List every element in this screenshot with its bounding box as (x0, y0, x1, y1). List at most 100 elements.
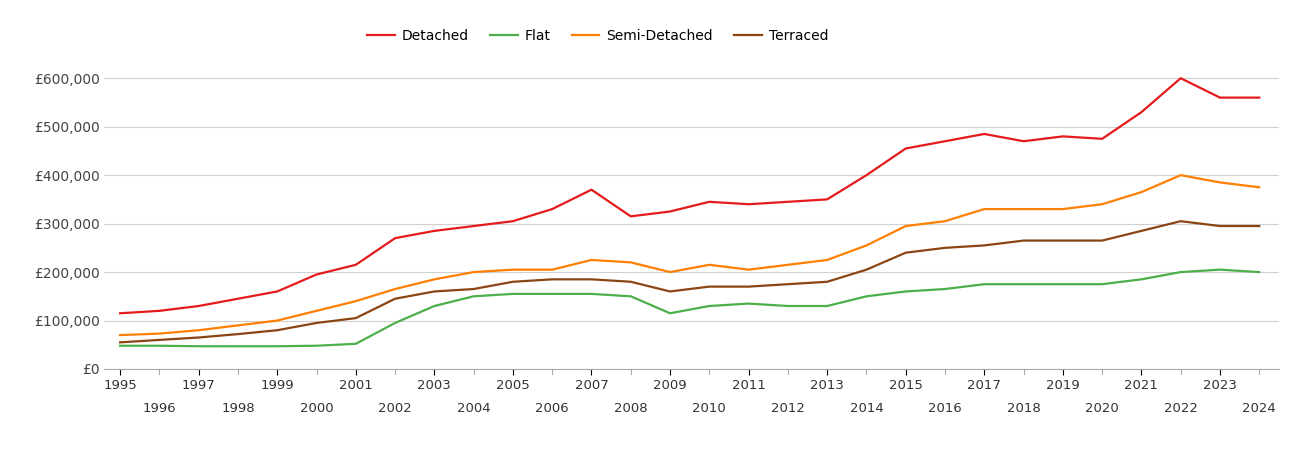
Semi-Detached (151, 331, 167, 336)
Text: 2016: 2016 (928, 402, 962, 415)
Line: Flat: Flat (120, 270, 1259, 346)
Detached (230, 296, 245, 302)
Detached (780, 199, 796, 204)
Detached (583, 187, 599, 193)
Detached (898, 146, 913, 151)
Terraced (269, 328, 284, 333)
Text: 2000: 2000 (300, 402, 333, 415)
Terraced (583, 277, 599, 282)
Detached (702, 199, 718, 204)
Flat (388, 320, 403, 326)
Semi-Detached (1015, 207, 1031, 212)
Terraced (622, 279, 638, 284)
Line: Terraced: Terraced (120, 221, 1259, 342)
Text: 2024: 2024 (1242, 402, 1276, 415)
Flat (820, 303, 835, 309)
Terraced (1251, 223, 1267, 229)
Terraced (1015, 238, 1031, 243)
Semi-Detached (662, 270, 677, 275)
Terraced (1134, 228, 1150, 234)
Flat (505, 291, 521, 297)
Text: 2018: 2018 (1006, 402, 1040, 415)
Semi-Detached (898, 223, 913, 229)
Terraced (505, 279, 521, 284)
Flat (466, 293, 482, 299)
Detached (466, 223, 482, 229)
Terraced (112, 340, 128, 345)
Detached (388, 235, 403, 241)
Detached (859, 172, 874, 178)
Semi-Detached (1212, 180, 1228, 185)
Terraced (702, 284, 718, 289)
Detached (820, 197, 835, 202)
Detached (1054, 134, 1070, 139)
Semi-Detached (309, 308, 325, 314)
Text: 2002: 2002 (378, 402, 412, 415)
Terraced (1095, 238, 1111, 243)
Flat (583, 291, 599, 297)
Detached (662, 209, 677, 214)
Detached (348, 262, 364, 267)
Flat (937, 286, 953, 292)
Flat (1015, 282, 1031, 287)
Flat (622, 293, 638, 299)
Semi-Detached (976, 207, 992, 212)
Flat (1095, 282, 1111, 287)
Semi-Detached (191, 328, 206, 333)
Detached (112, 310, 128, 316)
Line: Semi-Detached: Semi-Detached (120, 175, 1259, 335)
Semi-Detached (741, 267, 757, 272)
Flat (112, 343, 128, 348)
Text: 2010: 2010 (693, 402, 726, 415)
Terraced (820, 279, 835, 284)
Text: 2006: 2006 (535, 402, 569, 415)
Detached (976, 131, 992, 137)
Terraced (427, 289, 442, 294)
Detached (937, 139, 953, 144)
Flat (191, 343, 206, 349)
Terraced (191, 335, 206, 340)
Line: Detached: Detached (120, 78, 1259, 313)
Flat (741, 301, 757, 306)
Terraced (937, 245, 953, 251)
Semi-Detached (622, 260, 638, 265)
Semi-Detached (1134, 189, 1150, 195)
Detached (1212, 95, 1228, 100)
Semi-Detached (388, 286, 403, 292)
Detached (1134, 109, 1150, 115)
Flat (309, 343, 325, 348)
Flat (1054, 282, 1070, 287)
Detached (544, 207, 560, 212)
Semi-Detached (466, 270, 482, 275)
Detached (427, 228, 442, 234)
Terraced (348, 315, 364, 321)
Detached (1173, 76, 1189, 81)
Flat (151, 343, 167, 348)
Semi-Detached (1251, 184, 1267, 190)
Terraced (1054, 238, 1070, 243)
Terraced (1173, 219, 1189, 224)
Flat (859, 293, 874, 299)
Semi-Detached (1173, 172, 1189, 178)
Semi-Detached (859, 243, 874, 248)
Detached (741, 202, 757, 207)
Flat (1212, 267, 1228, 272)
Detached (1095, 136, 1111, 141)
Text: 2020: 2020 (1086, 402, 1118, 415)
Detached (1251, 95, 1267, 100)
Semi-Detached (937, 219, 953, 224)
Flat (230, 343, 245, 349)
Terraced (780, 282, 796, 287)
Detached (1015, 139, 1031, 144)
Terraced (976, 243, 992, 248)
Flat (544, 291, 560, 297)
Semi-Detached (230, 323, 245, 328)
Flat (269, 343, 284, 349)
Terraced (230, 331, 245, 337)
Legend: Detached, Flat, Semi-Detached, Terraced: Detached, Flat, Semi-Detached, Terraced (361, 23, 834, 48)
Text: 2022: 2022 (1164, 402, 1198, 415)
Flat (976, 282, 992, 287)
Flat (1173, 270, 1189, 275)
Flat (662, 310, 677, 316)
Detached (622, 214, 638, 219)
